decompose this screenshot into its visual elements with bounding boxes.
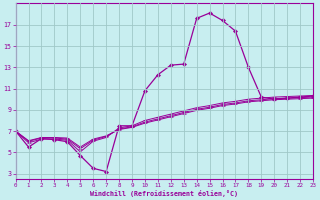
X-axis label: Windchill (Refroidissement éolien,°C): Windchill (Refroidissement éolien,°C): [90, 190, 238, 197]
